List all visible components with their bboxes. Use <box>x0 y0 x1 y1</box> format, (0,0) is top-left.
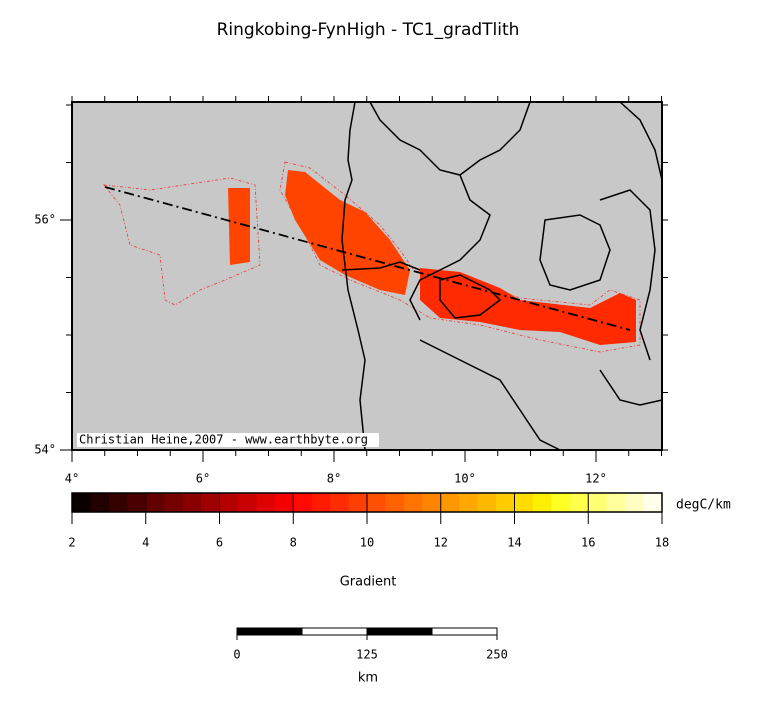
credit-box <box>77 433 379 447</box>
colorbar-segment <box>90 493 110 512</box>
colorbar-segment <box>72 493 91 512</box>
colorbar-segment <box>403 493 423 512</box>
colorbar-segment <box>440 493 460 512</box>
lon-tick-label: 4° <box>65 472 79 486</box>
lon-tick-label: 12° <box>585 472 607 486</box>
colorbar-tick-label: 2 <box>68 536 75 550</box>
colorbar-tick-label: 12 <box>434 536 448 550</box>
colorbar-segment <box>385 493 405 512</box>
outlines <box>103 161 641 353</box>
colorbar-segment <box>182 493 202 512</box>
colorbar-segment <box>496 493 515 512</box>
colorbar-tick-label: 4 <box>142 536 149 550</box>
colorbar-segment <box>625 493 645 512</box>
colorbar-tick-label: 18 <box>655 536 669 550</box>
colorbar-unit: degC/km <box>676 498 731 513</box>
colorbar-segment <box>237 493 257 512</box>
scalebar-segment <box>366 627 433 636</box>
scalebar-segment <box>236 627 303 636</box>
lat-tick-label: 54° <box>34 443 56 457</box>
colorbar-segment <box>330 493 350 512</box>
colorbar-segment <box>108 493 128 512</box>
colorbar-tick-label: 6 <box>216 536 223 550</box>
colorbar-segment <box>532 493 552 512</box>
colorbar-segment <box>293 493 313 512</box>
scalebar-tick-label: 250 <box>486 648 508 662</box>
lon-tick-label: 10° <box>454 472 476 486</box>
colorbar-segment <box>459 493 479 512</box>
colorbar-segment <box>588 493 608 512</box>
colorbar-segment <box>311 493 331 512</box>
colorbar-segment <box>348 493 368 512</box>
colorbar-segment <box>569 493 589 512</box>
colorbar-label: Gradient <box>340 575 397 590</box>
colorbar-segment <box>256 493 276 512</box>
scalebar-segment <box>431 627 498 636</box>
title: Ringkobing-FynHigh - TC1_gradTlith <box>217 20 520 40</box>
colorbar-segment <box>606 493 626 512</box>
scalebar-tick-label: 0 <box>233 648 240 662</box>
colorbar-tick-label: 10 <box>360 536 374 550</box>
colorbar-segment <box>201 493 220 512</box>
colorbar-segment <box>274 493 294 512</box>
colorbar-tick-label: 8 <box>290 536 297 550</box>
colorbar-segment <box>367 493 386 512</box>
scalebar-segment <box>301 627 368 636</box>
scalebar-tick-label: 125 <box>356 648 378 662</box>
colorbar-segment <box>164 493 184 512</box>
lon-tick-label: 6° <box>196 472 210 486</box>
colorbar-segment <box>219 493 239 512</box>
colorbar-segment <box>422 493 442 512</box>
colorbar-tick-label: 16 <box>581 536 595 550</box>
credit: Christian Heine,2007 - www.earthbyte.org <box>79 433 368 447</box>
colorbar-tick-label: 14 <box>507 536 521 550</box>
colorbar-segment <box>145 493 165 512</box>
lon-tick-label: 8° <box>327 472 341 486</box>
colorbar-segment <box>643 493 663 512</box>
lat-tick-label: 56° <box>34 213 56 227</box>
scalebar-unit: km <box>358 671 378 686</box>
colorbar-segment <box>514 493 534 512</box>
colorbar-segment <box>127 493 147 512</box>
colorbar-segment <box>477 493 497 512</box>
colorbar-segment <box>551 493 571 512</box>
